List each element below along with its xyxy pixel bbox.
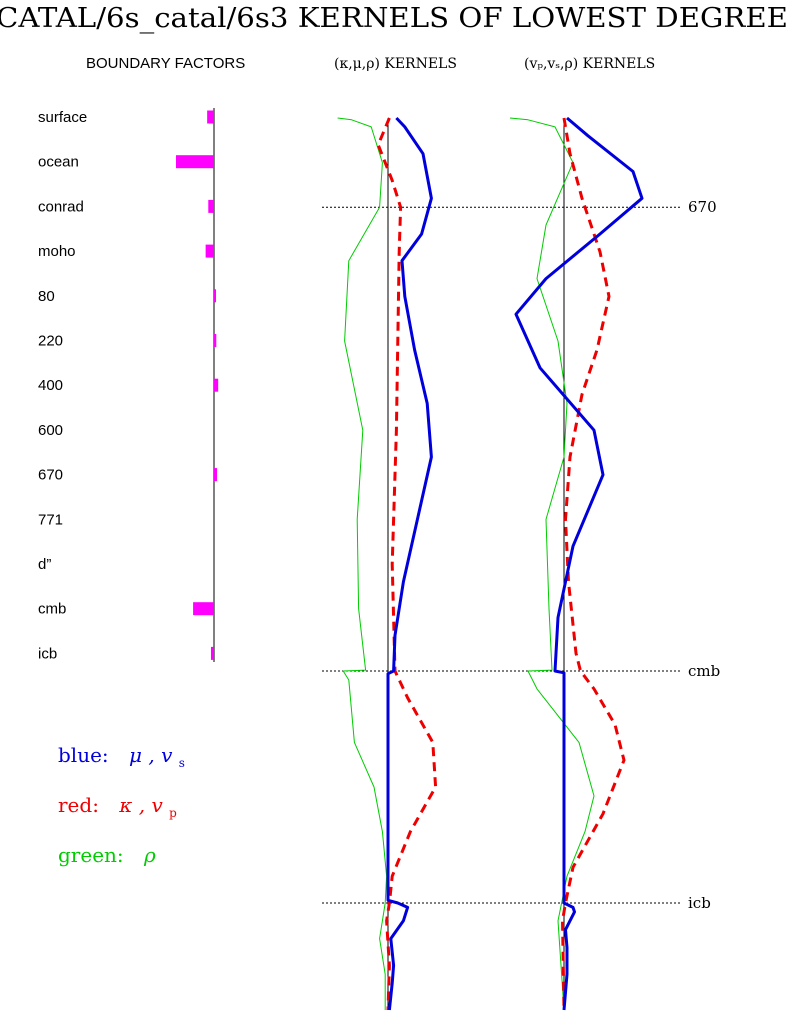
legend: blue: μ , v s red: κ , v p green: ρ — [58, 743, 185, 867]
legend-entry-blue: blue: μ , v s — [58, 743, 185, 770]
boundary-label-10: d” — [38, 556, 51, 573]
boundary-label-5: 220 — [38, 333, 63, 350]
boundary-label-0: surface — [38, 109, 87, 126]
boundary-bar-5 — [214, 334, 217, 347]
kernel-panel-kappa-mu-rho — [337, 116, 438, 1011]
depth-label-icb: icb — [688, 894, 711, 912]
boundary-label-12: icb — [38, 645, 57, 662]
legend-entry-green: green: ρ — [58, 843, 156, 867]
legend-red-symbols: κ , v — [118, 793, 163, 817]
boundary-bar-12 — [210, 646, 214, 660]
boundary-label-7: 600 — [38, 422, 63, 439]
boundary-label-1: ocean — [38, 154, 79, 171]
boundary-label-9: 771 — [38, 511, 63, 528]
depth-lines: 670 cmb icb — [322, 198, 720, 912]
legend-entry-red: red: κ , v p — [58, 793, 177, 820]
depth-label-cmb: cmb — [688, 662, 720, 680]
kernel-curve-green-1 — [509, 117, 595, 1011]
boundary-label-11: cmb — [38, 601, 66, 618]
kernel-curve-red-0 — [376, 117, 438, 1011]
boundary-label-6: 400 — [38, 377, 63, 394]
legend-blue-symbols: μ , v — [129, 743, 173, 767]
legend-red-word: red: — [58, 793, 99, 817]
legend-red-sub: p — [169, 806, 177, 820]
legend-blue-sub: s — [179, 756, 185, 770]
legend-blue-word: blue: — [58, 743, 109, 767]
kernel-curve-blue-0 — [386, 116, 433, 1011]
boundary-bar-1 — [176, 155, 214, 169]
boundary-bar-6 — [214, 378, 219, 392]
boundary-factor-chart: surface ocean conrad moho 80 220 400 600 670 771 d… — [38, 108, 219, 662]
depth-label-670: 670 — [688, 198, 717, 216]
boundary-bar-0 — [207, 110, 214, 124]
panel-title-vp-vs-rho: (vₚ,vₛ,ρ) KERNELS — [524, 56, 655, 72]
kernel-curve-green-0 — [337, 117, 388, 1010]
boundary-label-4: 80 — [38, 288, 55, 305]
boundary-bar-11 — [193, 602, 214, 616]
boundary-bar-3 — [205, 244, 214, 258]
boundary-factors-heading: BOUNDARY FACTORS — [86, 55, 245, 72]
boundary-bar-2 — [208, 199, 214, 213]
boundary-label-2: conrad — [38, 198, 84, 215]
panel-title-kappa-mu-rho: (κ,μ,ρ) KERNELS — [334, 56, 457, 72]
legend-green-symbols: ρ — [143, 843, 156, 867]
boundary-bar-8 — [214, 468, 218, 482]
kernel-curve-red-1 — [561, 117, 626, 1011]
boundary-bar-4 — [214, 289, 216, 303]
kernel-panel-vp-vs-rho — [509, 116, 644, 1011]
chart-title: CATAL/6s_catal/6s3 KERNELS OF LOWEST DEG… — [0, 3, 786, 34]
kernel-curve-blue-1 — [514, 116, 644, 1011]
boundary-label-8: 670 — [38, 467, 63, 484]
boundary-label-3: moho — [38, 243, 76, 260]
legend-green-word: green: — [58, 843, 124, 867]
